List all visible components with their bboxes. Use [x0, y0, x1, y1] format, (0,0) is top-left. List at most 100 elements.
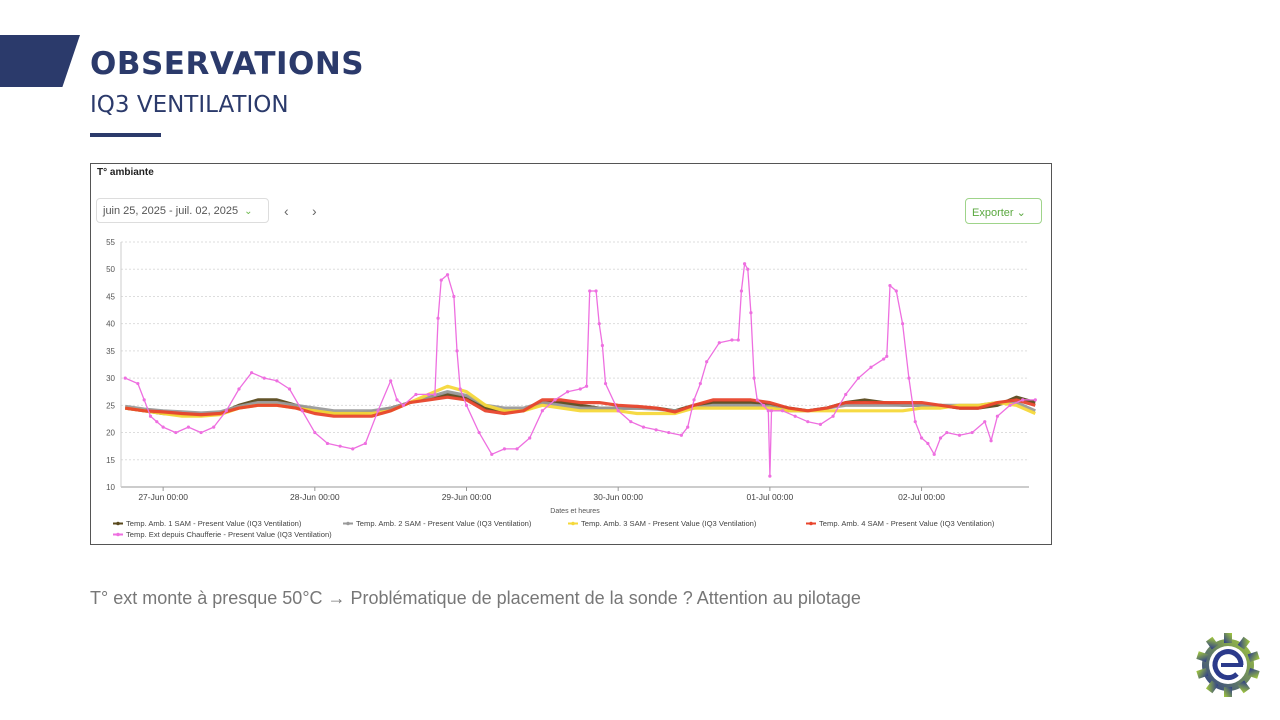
data-point	[578, 387, 582, 391]
series-line-4	[124, 395, 1036, 418]
data-point	[730, 338, 734, 342]
data-point	[275, 379, 279, 383]
data-point	[389, 379, 393, 383]
data-point	[351, 447, 355, 451]
legend-marker	[809, 521, 813, 526]
data-point	[1033, 398, 1037, 402]
data-point	[766, 409, 770, 413]
data-point	[597, 322, 601, 326]
export-button[interactable]: Exporter ⌄	[965, 198, 1042, 224]
data-point	[869, 365, 873, 369]
data-point	[989, 439, 993, 443]
chevron-right-icon[interactable]: ›	[312, 203, 317, 219]
data-point	[806, 420, 810, 424]
legend-marker	[116, 532, 120, 537]
series-line-5	[124, 263, 1036, 477]
data-point	[629, 420, 633, 424]
data-point	[793, 414, 797, 418]
data-point	[464, 403, 469, 407]
data-point	[300, 409, 304, 413]
data-point	[761, 403, 766, 407]
data-point	[932, 452, 936, 456]
data-point	[250, 371, 254, 375]
data-point	[692, 398, 696, 402]
data-point	[540, 409, 544, 413]
data-point	[174, 430, 178, 435]
data-point	[455, 349, 459, 353]
data-point	[426, 392, 431, 397]
data-point	[313, 430, 317, 435]
chevron-down-icon: ⌄	[244, 206, 253, 217]
x-axis-label: Dates et heures	[550, 508, 600, 515]
y-tick-label: 15	[106, 456, 115, 465]
title-underline	[90, 133, 161, 137]
legend-label: Temp. Amb. 3 SAM - Present Value (IQ3 Ve…	[581, 519, 757, 528]
data-point	[436, 316, 440, 320]
data-point	[752, 376, 756, 380]
caption-text: T° ext monte à presque 50°C → Problémati…	[90, 588, 861, 608]
data-point	[749, 311, 753, 315]
data-point	[667, 430, 671, 435]
line-chart: 10 15 20 25 30 35 40 45 50 55 27-Jun 00:00 28-Jun 0…	[106, 238, 1037, 539]
y-tick-label: 55	[106, 238, 115, 247]
data-point	[736, 338, 740, 342]
data-point	[161, 425, 165, 429]
data-point	[338, 444, 342, 448]
legend-marker	[116, 521, 120, 526]
data-point	[287, 387, 292, 391]
data-point	[142, 398, 146, 402]
date-range-value: juin 25, 2025 - juil. 02, 2025	[103, 205, 239, 217]
data-point	[401, 403, 405, 407]
legend-label: Temp. Amb. 4 SAM - Present Value (IQ3 Ve…	[819, 519, 995, 528]
data-point	[588, 289, 592, 293]
data-point	[739, 289, 744, 293]
data-point	[746, 267, 750, 271]
data-point	[553, 398, 557, 402]
data-point	[831, 414, 835, 418]
series-line-2	[124, 390, 1036, 415]
data-point	[414, 392, 418, 397]
data-point	[1021, 398, 1025, 402]
chevron-left-icon[interactable]: ‹	[284, 203, 289, 219]
data-point	[970, 430, 974, 435]
y-tick-label: 45	[106, 292, 115, 301]
data-point	[844, 392, 848, 397]
x-tick-label: 28-Jun 00:00	[290, 492, 340, 502]
y-tick-label: 30	[106, 374, 115, 383]
legend-label: Temp. Amb. 1 SAM - Present Value (IQ3 Ve…	[126, 519, 302, 528]
data-point	[907, 376, 911, 380]
data-point	[717, 341, 721, 345]
data-point	[945, 430, 949, 435]
data-point	[856, 376, 860, 380]
data-point	[155, 420, 159, 424]
gear-e-logo	[1196, 633, 1260, 697]
x-tick-label: 27-Jun 00:00	[138, 492, 188, 502]
data-point	[641, 425, 646, 429]
data-point	[262, 376, 266, 380]
export-label: Exporter	[972, 207, 1014, 219]
data-point	[445, 273, 450, 277]
data-point	[363, 441, 367, 446]
date-range-picker[interactable]: juin 25, 2025 - juil. 02, 2025 ⌄	[96, 198, 269, 223]
x-tick-label: 29-Jun 00:00	[442, 492, 492, 502]
data-point	[616, 409, 620, 413]
legend-label: Temp. Ext depuis Chaufferie - Present Va…	[126, 530, 332, 539]
data-point	[594, 289, 598, 293]
data-point	[325, 441, 330, 446]
data-point	[1008, 403, 1012, 407]
data-point	[995, 414, 999, 418]
data-point	[502, 447, 507, 451]
y-tick-label: 35	[106, 347, 115, 356]
data-point	[983, 420, 987, 424]
data-point	[780, 409, 785, 413]
data-point	[395, 398, 399, 402]
data-point	[926, 441, 930, 446]
data-point	[515, 447, 519, 451]
data-point	[452, 294, 456, 299]
data-point	[433, 392, 437, 397]
data-point	[882, 357, 886, 361]
legend-marker	[571, 521, 575, 526]
data-point	[603, 381, 608, 386]
data-point	[477, 430, 481, 435]
data-point	[458, 387, 462, 391]
